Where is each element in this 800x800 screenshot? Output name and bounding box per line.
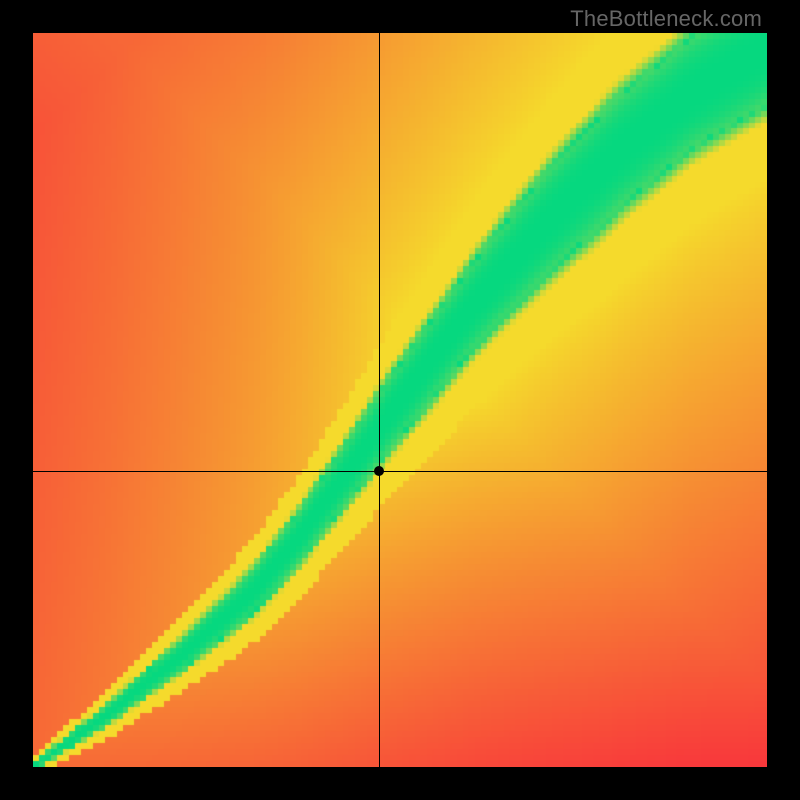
heatmap-plot	[33, 33, 767, 767]
crosshair-horizontal	[33, 471, 767, 472]
figure-container: TheBottleneck.com	[0, 0, 800, 800]
heatmap-canvas	[33, 33, 767, 767]
watermark-text: TheBottleneck.com	[570, 6, 762, 32]
crosshair-vertical	[379, 33, 380, 767]
crosshair-marker	[374, 466, 384, 476]
